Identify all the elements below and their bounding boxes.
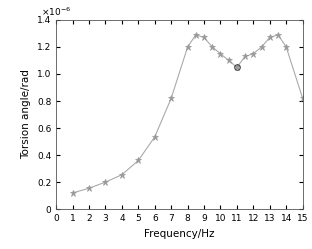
Text: $\times10^{-6}$: $\times10^{-6}$ — [41, 6, 71, 18]
X-axis label: Frequency/Hz: Frequency/Hz — [144, 229, 215, 239]
Y-axis label: Torsion angle/rad: Torsion angle/rad — [21, 70, 32, 159]
